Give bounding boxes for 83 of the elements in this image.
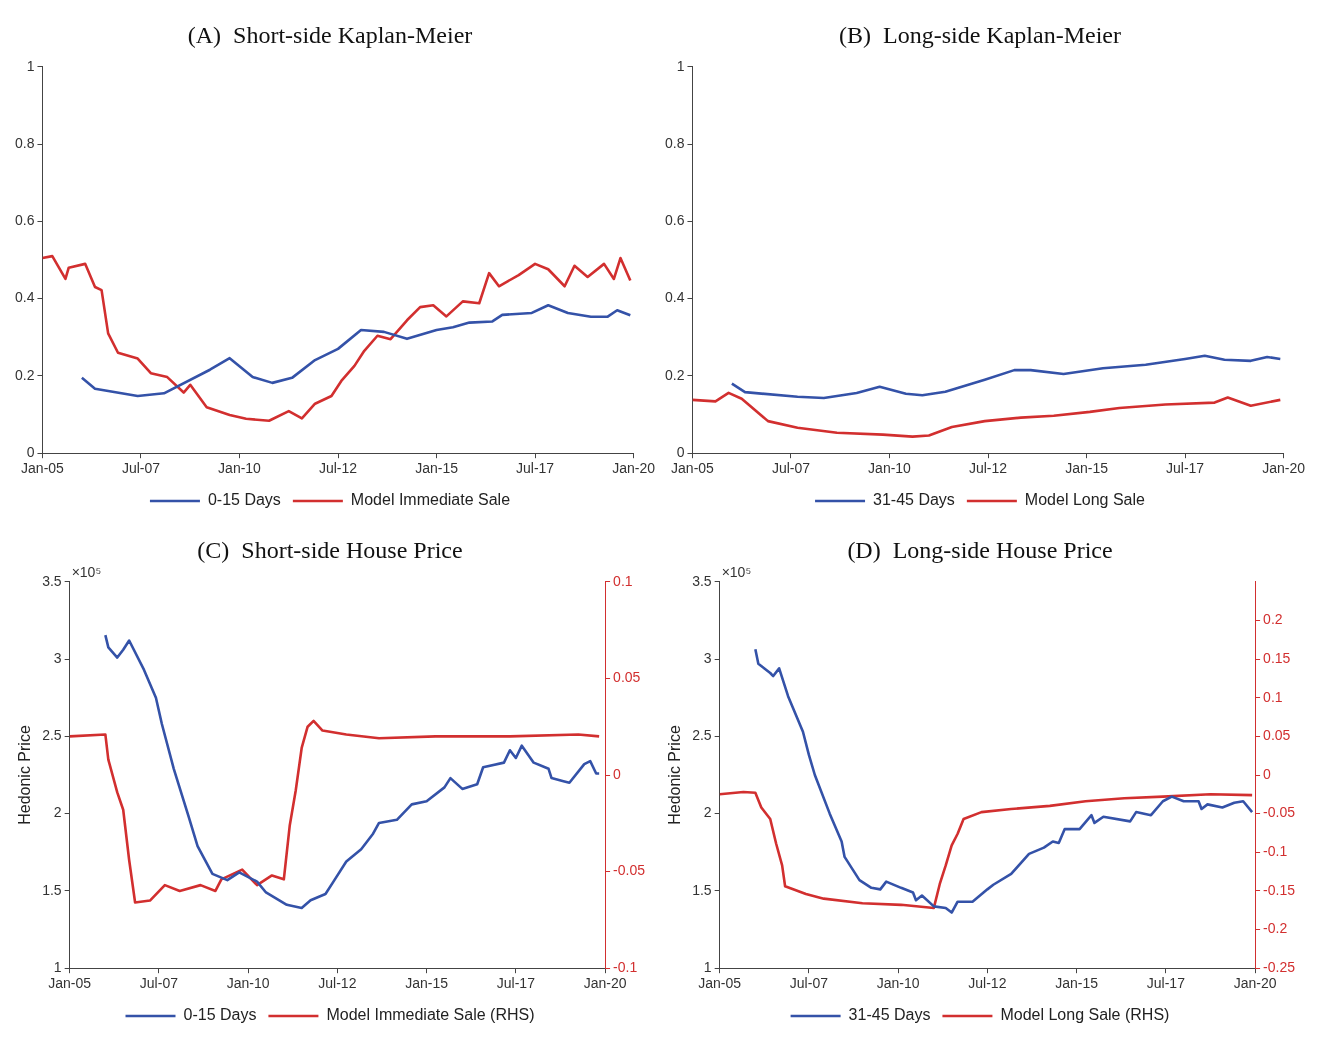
x-tick-label: Jul-07: [771, 460, 811, 477]
text: ×10⁵: [721, 563, 752, 580]
legend-label: Model Long Sale (RHS): [1000, 1006, 1170, 1024]
x-tick-label: Jul-07: [139, 975, 179, 992]
x-tick-label: Jan-05: [671, 460, 715, 477]
y-tick-label: 1: [676, 57, 685, 74]
y-tick-label: 0: [26, 444, 35, 461]
y-tick-label: 0.2: [14, 366, 35, 383]
legend-label: 31-45 Days: [848, 1006, 931, 1024]
y2-tick-label: -0.05: [613, 862, 646, 879]
y2-tick-label: 0: [613, 765, 622, 782]
x-tick-label: Jan-15: [405, 975, 449, 992]
x-tick-label: Jul-17: [1146, 975, 1186, 992]
x-tick-label: Jan-15: [1055, 975, 1099, 992]
x-tick-label: Jul-17: [496, 975, 536, 992]
x-tick-label: Jul-17: [516, 460, 555, 477]
chart-title: (D) Long-side House Price: [847, 536, 1113, 563]
y-tick-label: 1.5: [692, 881, 712, 898]
x-tick-label: Jan-05: [698, 975, 742, 992]
y-tick-label: 0.8: [14, 134, 35, 151]
y-tick-label: 3: [53, 649, 62, 666]
legend-label: Model Immediate Sale (RHS): [326, 1006, 535, 1024]
y2-tick-label: -0.1: [1263, 843, 1288, 860]
x-tick-label: Jul-12: [318, 975, 357, 992]
chart-title: (B) Long-side Kaplan-Meier: [839, 21, 1121, 48]
chart-title: (C) Short-side House Price: [197, 536, 463, 563]
y2-tick-label: 0.05: [1263, 727, 1291, 744]
y-tick-label: 0.6: [14, 212, 35, 229]
y2-tick-label: -0.2: [1263, 920, 1288, 937]
y-tick-label: 3: [703, 649, 712, 666]
legend-label: 0-15 Days: [183, 1006, 257, 1024]
x-tick-label: Jan-20: [612, 460, 656, 477]
y-tick-label: 2.5: [692, 727, 712, 744]
x-tick-label: Jan-15: [415, 460, 459, 477]
x-tick-label: Jul-12: [968, 460, 1008, 477]
x-tick-label: Jan-20: [1262, 460, 1306, 477]
y2-tick-label: 0.15: [1263, 649, 1291, 666]
x-tick-label: Jan-20: [1233, 975, 1277, 992]
y-tick-label: 0.6: [664, 212, 685, 229]
y-axis-title: Hedonic Price: [666, 725, 684, 825]
x-tick-label: Jul-07: [789, 975, 829, 992]
x-tick-label: Jan-20: [583, 975, 627, 992]
x-tick-label: Jan-05: [21, 460, 65, 477]
y-tick-label: 1: [703, 959, 712, 976]
y2-tick-label: -0.25: [1263, 959, 1296, 976]
y-axis-title: Hedonic Price: [16, 725, 34, 825]
y2-tick-label: 0.1: [1263, 688, 1283, 705]
y-tick-label: 2: [53, 804, 62, 821]
legend-label: 31-45 Days: [873, 491, 955, 509]
y-tick-label: 0.4: [664, 289, 685, 306]
y2-tick-label: 0.1: [613, 572, 633, 589]
x-tick-label: Jan-10: [218, 460, 262, 477]
y-tick-label: 0.4: [14, 289, 35, 306]
y-tick-label: 1: [26, 57, 35, 74]
legend-label: Model Immediate Sale: [350, 491, 511, 509]
y2-tick-label: 0: [1263, 765, 1272, 782]
y-tick-label: 1.5: [42, 881, 62, 898]
x-tick-label: Jan-10: [868, 460, 912, 477]
y-tick-label: 0.8: [664, 134, 685, 151]
y2-tick-label: -0.05: [1263, 804, 1296, 821]
x-tick-label: Jul-12: [968, 975, 1007, 992]
chart-title: (A) Short-side Kaplan-Meier: [187, 21, 473, 48]
y-tick-label: 0: [676, 444, 685, 461]
y-tick-label: 2: [703, 804, 712, 821]
legend-label: 0-15 Days: [207, 491, 281, 509]
x-tick-label: Jan-05: [48, 975, 92, 992]
x-tick-label: Jul-07: [121, 460, 161, 477]
y2-tick-label: -0.1: [613, 959, 638, 976]
y-tick-label: 1: [53, 959, 62, 976]
x-tick-label: Jan-10: [876, 975, 920, 992]
x-tick-label: Jan-10: [226, 975, 270, 992]
x-tick-label: Jul-17: [1166, 460, 1205, 477]
legend-label: Model Long Sale: [1024, 491, 1146, 509]
text: ×10⁵: [71, 563, 102, 580]
y-tick-label: 2.5: [42, 727, 62, 744]
y-tick-label: 3.5: [42, 572, 62, 589]
y2-tick-label: 0.05: [613, 669, 641, 686]
y2-tick-label: 0.2: [1263, 611, 1283, 628]
y-tick-label: 3.5: [692, 572, 712, 589]
y2-tick-label: -0.15: [1263, 881, 1296, 898]
x-tick-label: Jan-15: [1065, 460, 1109, 477]
x-tick-label: Jul-12: [318, 460, 358, 477]
y-tick-label: 0.2: [664, 366, 685, 383]
